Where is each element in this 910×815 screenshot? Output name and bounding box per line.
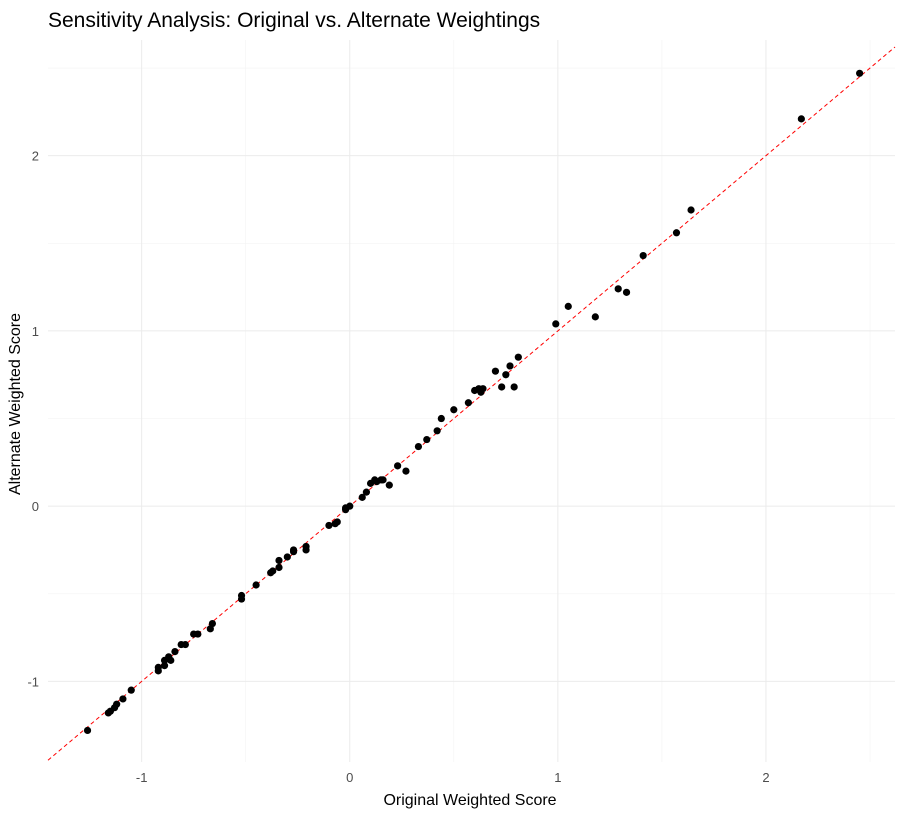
y-tick-label: 1 — [32, 324, 39, 339]
data-point — [591, 313, 599, 321]
data-point — [269, 567, 277, 575]
x-axis-title: Original Weighted Score — [383, 792, 556, 809]
data-point — [564, 302, 572, 310]
grid — [48, 40, 895, 762]
data-point — [206, 625, 214, 633]
data-point — [113, 700, 121, 708]
data-point — [160, 662, 169, 670]
data-point — [289, 548, 298, 556]
data-point — [672, 229, 681, 237]
data-point — [437, 414, 445, 423]
x-axis-ticks: -1 0 1 2 — [136, 770, 770, 785]
x-tick-label: -1 — [136, 770, 148, 785]
data-point — [479, 385, 487, 393]
data-point — [622, 288, 631, 296]
data-point — [639, 251, 647, 260]
data-point — [333, 518, 341, 526]
y-tick-label: -1 — [27, 674, 39, 689]
data-point — [614, 285, 622, 293]
data-point — [275, 556, 283, 565]
data-point — [514, 353, 522, 361]
data-point — [83, 726, 92, 735]
data-point — [506, 362, 514, 370]
data-point — [325, 521, 333, 530]
data-point — [194, 630, 202, 638]
data-point — [283, 553, 291, 561]
x-tick-label: 1 — [554, 770, 561, 785]
data-point — [797, 115, 805, 123]
data-point — [510, 383, 518, 391]
data-point — [346, 502, 354, 510]
y-axis-title: Alternate Weighted Score — [7, 313, 24, 495]
y-axis-ticks: -1 0 1 2 — [27, 149, 39, 690]
data-point — [687, 206, 695, 214]
y-tick-label: 0 — [32, 499, 39, 514]
data-point — [491, 367, 500, 375]
data-point — [237, 595, 246, 603]
data-point — [167, 656, 175, 664]
data-point — [275, 563, 283, 572]
data-point — [362, 488, 371, 496]
data-point — [252, 581, 260, 589]
data-point — [119, 695, 127, 703]
data-point — [181, 640, 189, 649]
data-point — [127, 686, 135, 694]
data-point — [552, 320, 560, 328]
data-point — [171, 647, 179, 656]
data-point — [379, 476, 387, 484]
data-point — [423, 435, 431, 444]
data-point — [414, 442, 423, 451]
data-point — [385, 481, 393, 489]
data-point — [464, 399, 472, 407]
data-point — [502, 371, 510, 379]
data-point — [302, 546, 310, 554]
data-point — [498, 383, 506, 391]
data-point — [450, 406, 458, 414]
x-tick-label: 2 — [762, 770, 769, 785]
chart-title: Sensitivity Analysis: Original vs. Alter… — [48, 9, 541, 32]
data-point — [394, 462, 402, 470]
points-layer — [83, 69, 864, 735]
data-point — [433, 427, 441, 435]
x-tick-label: 0 — [346, 770, 353, 785]
data-point — [358, 493, 366, 501]
data-point — [856, 69, 864, 77]
data-point — [154, 667, 162, 675]
data-point — [402, 467, 410, 475]
y-tick-label: 2 — [32, 149, 39, 164]
